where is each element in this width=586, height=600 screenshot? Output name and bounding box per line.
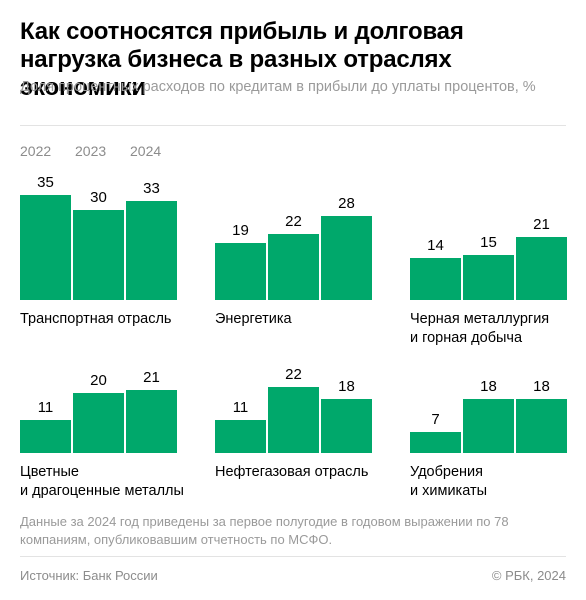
source-text: Источник: Банк России <box>20 568 158 583</box>
panel-label-5: Нефтегазовая отрасль <box>215 464 368 480</box>
bar-value-label: 28 <box>338 195 355 212</box>
bar-1-2022 <box>20 195 71 300</box>
year-label-2024: 2024 <box>130 143 162 159</box>
copyright-text: © РБК, 2024 <box>491 568 566 583</box>
bar-5-2024 <box>321 399 372 453</box>
bar-6-2022 <box>410 432 461 453</box>
bar-value-label: 18 <box>533 378 550 395</box>
bar-6-2024 <box>516 399 567 453</box>
bar-2-2023 <box>268 234 319 300</box>
panel-label-4: Цветные и драгоценные металлы <box>20 464 184 499</box>
bar-1-2024 <box>126 201 177 300</box>
bar-value-label: 11 <box>233 399 249 416</box>
panel-label-3: Черная металлургия и горная добыча <box>410 311 549 346</box>
bar-3-2023 <box>463 255 514 300</box>
bar-value-label: 21 <box>143 369 160 386</box>
bar-2-2022 <box>215 243 266 300</box>
bar-value-label: 14 <box>427 237 444 254</box>
chart-subtitle: Доля процентных расходов по кредитам в п… <box>20 79 536 95</box>
panel-label-1: Транспортная отрасль <box>20 311 171 327</box>
year-label-2023: 2023 <box>75 143 107 159</box>
top-divider <box>20 125 566 126</box>
bar-value-label: 7 <box>431 411 439 428</box>
chart-title: Как соотносятся прибыль и долговая нагру… <box>20 18 464 101</box>
bar-value-label: 22 <box>285 366 302 383</box>
bar-value-label: 30 <box>90 189 107 206</box>
bar-4-2023 <box>73 393 124 453</box>
bar-value-label: 11 <box>38 399 54 416</box>
bar-value-label: 18 <box>480 378 497 395</box>
bar-3-2022 <box>410 258 461 300</box>
panel-label-6: Удобрения и химикаты <box>410 464 487 499</box>
bar-3-2024 <box>516 237 567 300</box>
bar-value-label: 21 <box>533 216 550 233</box>
footnote: Данные за 2024 год приведены за первое п… <box>20 514 509 547</box>
bar-2-2024 <box>321 216 372 300</box>
bar-value-label: 33 <box>143 180 160 197</box>
bar-4-2024 <box>126 390 177 453</box>
bar-value-label: 19 <box>232 222 249 239</box>
year-label-2022: 2022 <box>20 143 52 159</box>
bottom-divider <box>20 556 566 557</box>
bar-4-2022 <box>20 420 71 453</box>
bar-1-2023 <box>73 210 124 300</box>
bar-value-label: 18 <box>338 378 355 395</box>
bar-value-label: 15 <box>480 234 497 251</box>
bar-value-label: 35 <box>37 174 54 191</box>
bar-value-label: 20 <box>90 372 107 389</box>
bar-6-2023 <box>463 399 514 453</box>
bar-5-2022 <box>215 420 266 453</box>
panel-label-2: Энергетика <box>215 311 293 327</box>
bar-5-2023 <box>268 387 319 453</box>
bar-value-label: 22 <box>285 213 302 230</box>
